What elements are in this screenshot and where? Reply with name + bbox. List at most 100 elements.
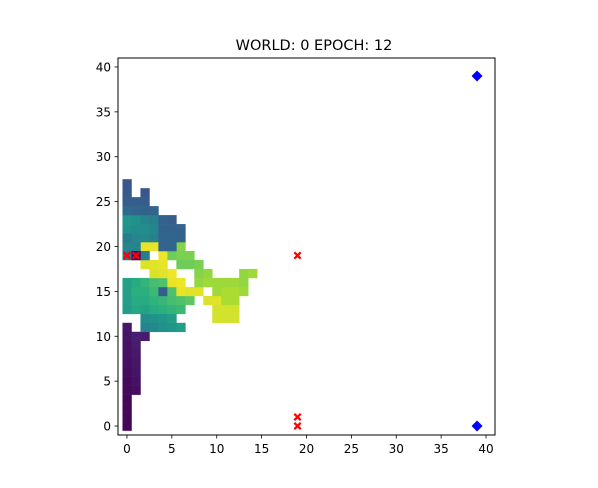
heatmap-cell [149,286,159,297]
heatmap-cell [176,250,186,261]
x-axis: 0 5 10 15 20 25 30 35 40 [123,435,494,456]
y-tick-label: 5 [103,375,111,389]
heatmap-cell [131,367,141,377]
heatmap-cell [140,224,150,234]
y-tick-label: 40 [96,60,111,74]
heatmap-cell [158,224,168,234]
heatmap-cell [122,295,132,306]
heatmap-cell [167,286,177,297]
heatmap-cell [158,259,168,270]
heatmap-cell [131,197,141,207]
heatmap-cell [194,268,204,279]
x-marker [122,251,131,260]
heatmap-cell [230,277,240,288]
x-marker [131,251,140,260]
heatmap-cell [122,277,132,288]
x-tick-label: 5 [168,442,176,456]
heatmap-cell [158,295,168,306]
heatmap-cell [122,403,132,413]
heatmap-cell [122,322,132,333]
heatmap-cell [149,304,159,315]
heatmap-cell [176,322,186,333]
heatmap-cell [185,250,195,261]
heatmap-cell [122,206,132,216]
heatmap-cell [140,259,150,270]
heatmap-cell [158,268,168,279]
heatmap-cells [122,179,258,431]
heatmap-cell [131,331,141,342]
heatmap-cell [176,242,186,252]
heatmap-cell [131,206,141,216]
x-tick-label: 30 [389,442,404,456]
heatmap-cell [131,242,141,252]
heatmap-cell [194,259,204,270]
heatmap-cell [140,250,150,261]
heatmap-cell [212,304,222,315]
heatmap-cell [122,188,132,198]
heatmap-cell [131,295,141,306]
y-tick-label: 10 [96,330,111,344]
heatmap-cell [131,233,141,243]
heatmap-cell [131,376,141,386]
x-tick-label: 40 [478,442,493,456]
heatmap-cell [131,277,141,288]
heatmap-cell [122,215,132,225]
heatmap-cell [140,197,150,207]
heatmap-cell [176,233,186,243]
x-marker [293,422,302,431]
y-axis: 0 5 10 15 20 25 30 35 40 [96,60,118,434]
heatmap-cell [212,313,222,324]
heatmap-cell [131,349,141,360]
heatmap-cell [167,304,177,315]
heatmap-cell [140,188,150,198]
heatmap-cell [149,215,159,225]
heatmap-cell [131,286,141,297]
heatmap-cell [122,340,132,351]
heatmap-cell [176,295,186,306]
heatmap-cell [122,349,132,360]
heatmap-cell [248,268,258,279]
heatmap-cell [122,331,132,342]
x-tick-label: 10 [209,442,224,456]
heatmap-cell [194,286,204,297]
heatmap-cell [149,206,159,216]
heatmap-cell [203,295,213,306]
heatmap-cell [239,268,249,279]
heatmap-cell [212,277,222,288]
heatmap-cell [221,277,231,288]
heatmap-cell [167,250,177,261]
heatmap-cell [122,224,132,234]
heatmap-cell [140,233,150,243]
heatmap-cell [140,331,150,342]
heatmap-cell [131,385,141,395]
heatmap-cell [149,259,159,270]
heatmap-cell [140,304,150,315]
heatmap-cell [158,286,168,297]
heatmap-cell [122,242,132,252]
heatmap-cell [122,197,132,207]
heatmap-cell [158,242,168,252]
heatmap-cell [149,277,159,288]
heatmap-cell [140,215,150,225]
heatmap-cell [122,376,132,386]
heatmap-cell [140,242,150,252]
heatmap-cell [176,259,186,270]
heatmap-cell [158,313,168,324]
chart-title: WORLD: 0 EPOCH: 12 [236,38,393,54]
heatmap-cell [131,340,141,351]
heatmap-cell [176,224,186,234]
y-tick-label: 25 [96,195,111,209]
heatmap-cell [167,322,177,333]
heatmap-cell [167,313,177,324]
heatmap-cell [122,367,132,377]
diamond-marker [471,420,483,432]
heatmap-cell [158,277,168,288]
heatmap-cell [194,277,204,288]
heatmap-cell [140,206,150,216]
y-tick-label: 15 [96,285,111,299]
heatmap-cell [140,286,150,297]
heatmap-cell [122,358,132,368]
y-tick-label: 20 [96,240,111,254]
markers [122,70,483,432]
